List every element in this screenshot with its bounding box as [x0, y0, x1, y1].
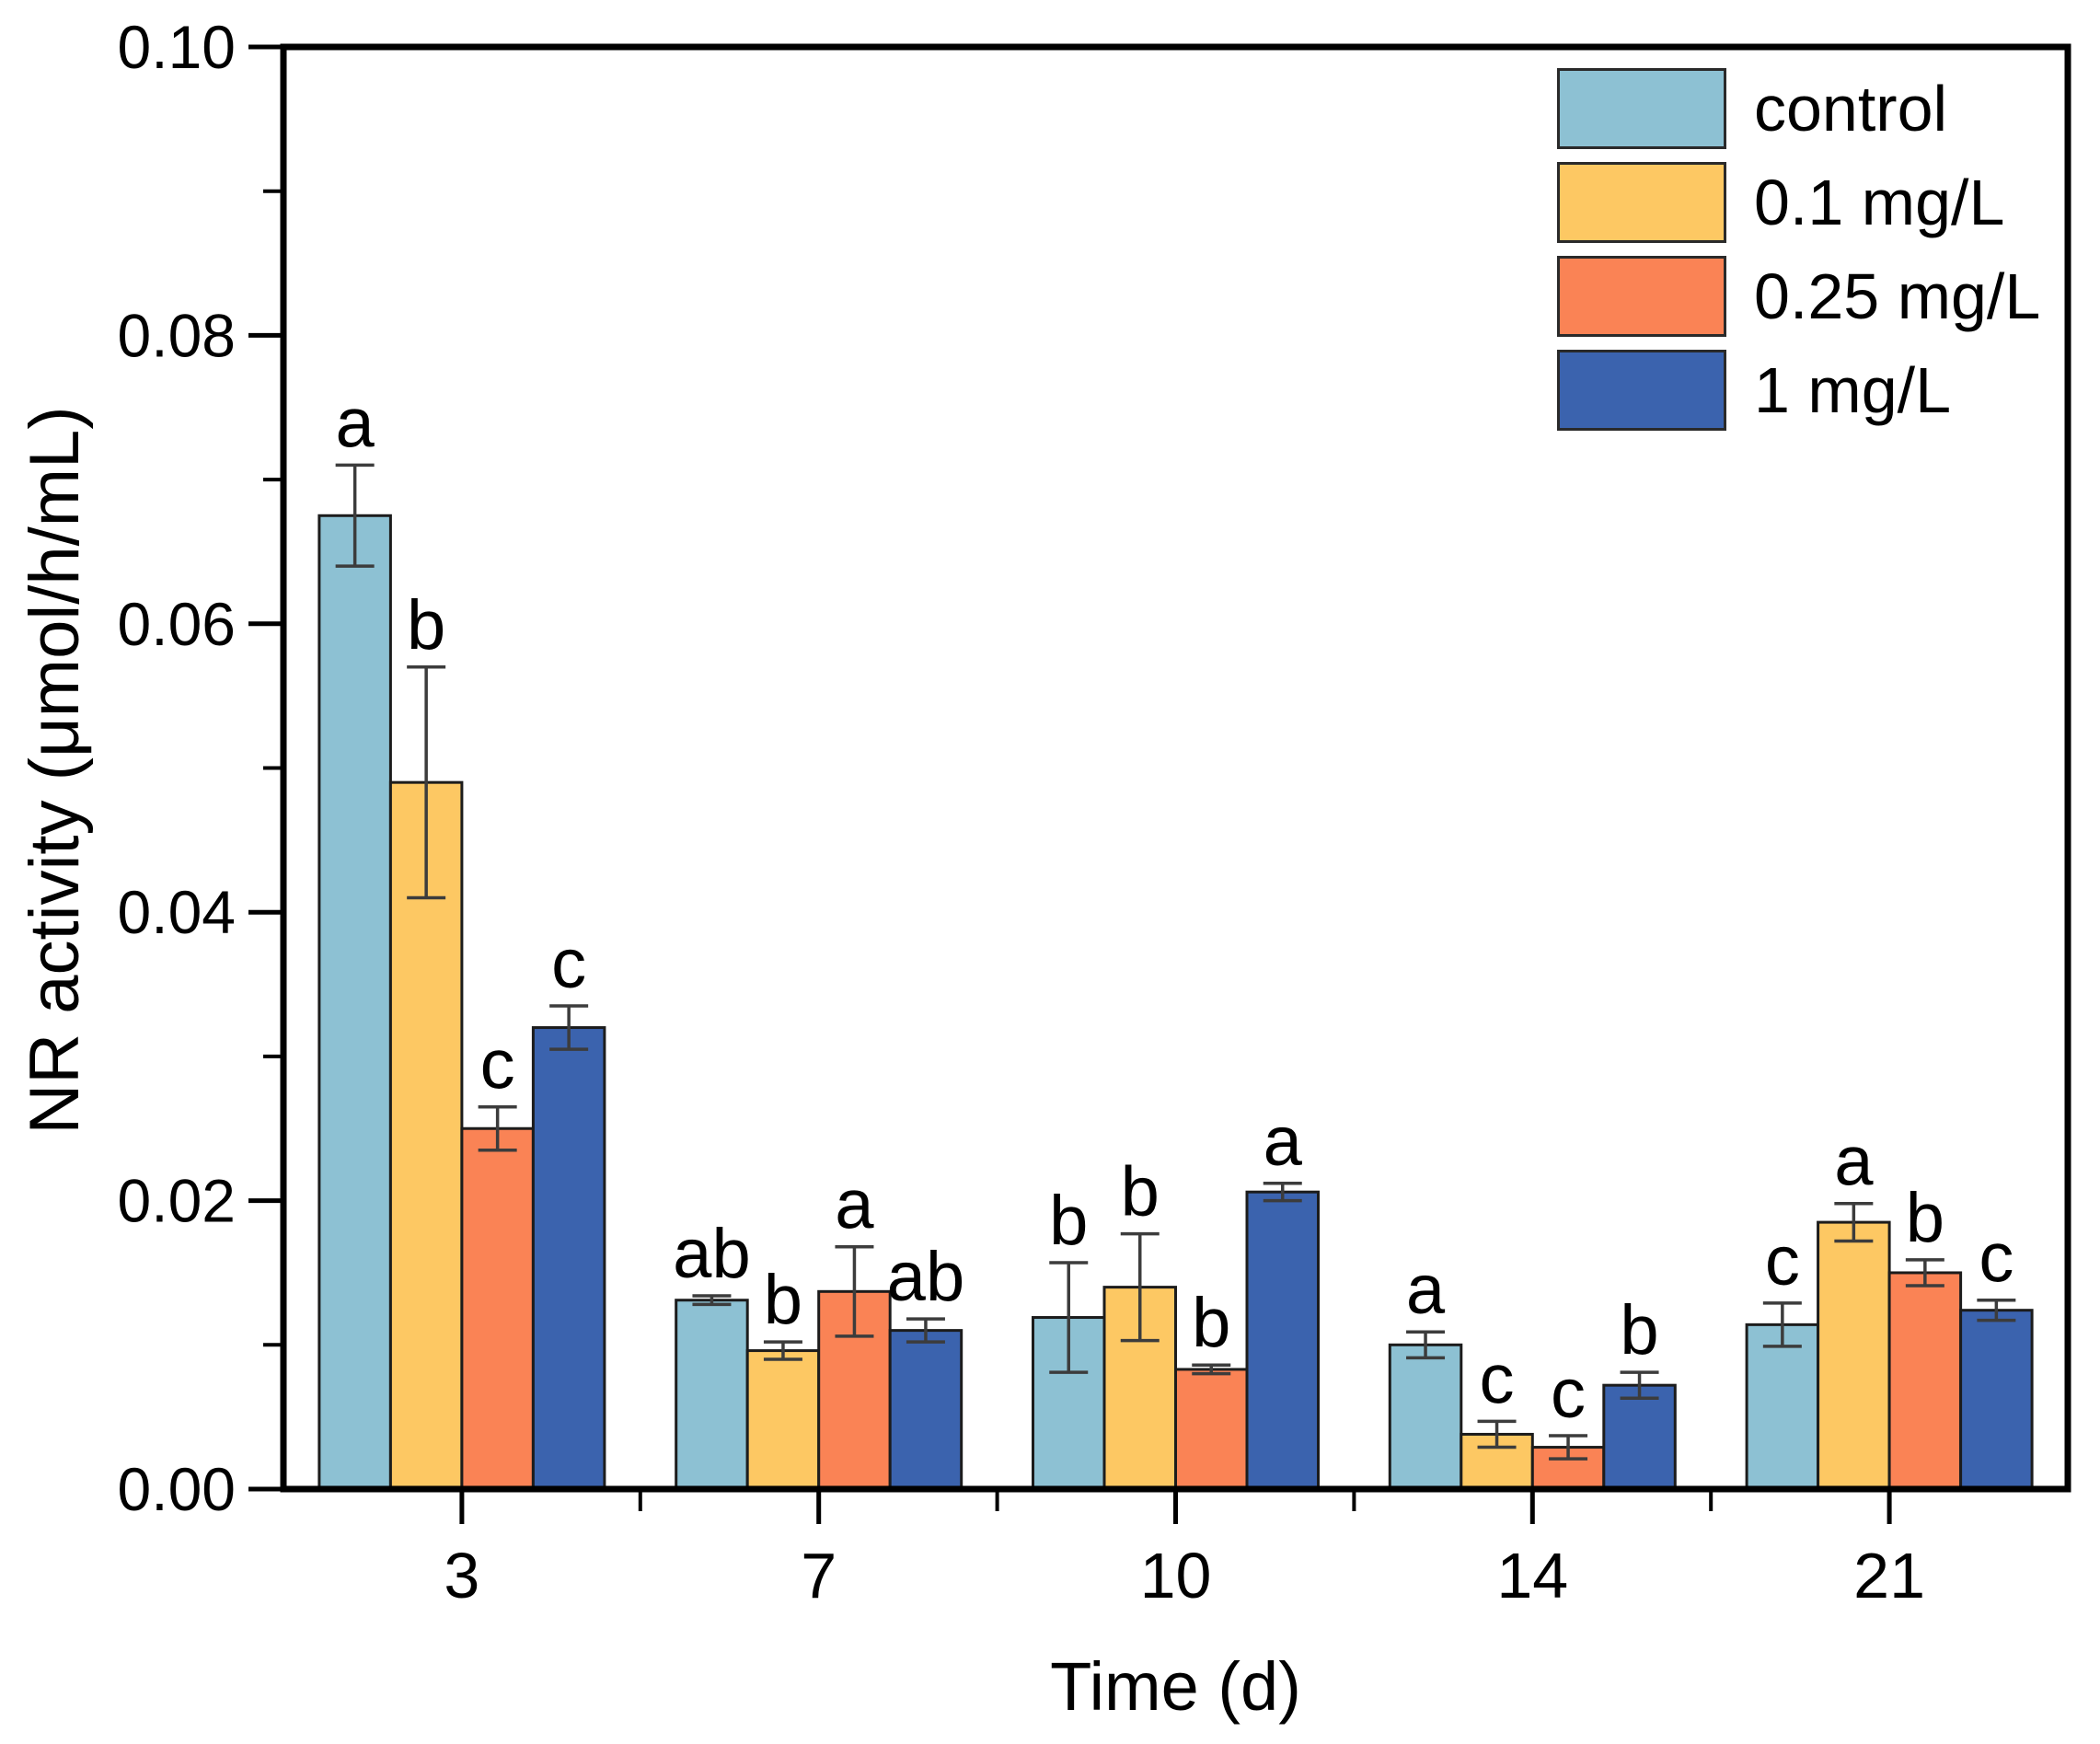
x-tick-label: 10	[1140, 1540, 1212, 1611]
sig-letter: c	[480, 1026, 515, 1104]
sig-letter: b	[1049, 1182, 1088, 1260]
x-tick-label: 21	[1853, 1540, 1925, 1611]
sig-letter: ab	[887, 1238, 965, 1316]
bar-control-day3	[317, 514, 392, 1491]
bar-1-mg-L-day10	[1245, 1190, 1320, 1491]
sig-letter: a	[835, 1166, 874, 1244]
sig-letter: a	[336, 384, 375, 462]
legend-swatch-0-1-mg-l	[1557, 162, 1726, 243]
bar-0-1-mg-L-day7	[745, 1349, 821, 1491]
legend-label-control: control	[1754, 73, 1948, 144]
bar-control-day21	[1745, 1322, 1820, 1491]
legend-label-0-1-mg-l: 0.1 mg/L	[1754, 167, 2005, 238]
legend-item-control: control	[1557, 66, 2040, 151]
bar-0-25-mg-L-day21	[1887, 1271, 1963, 1491]
sig-letter: c	[1480, 1340, 1515, 1418]
sig-letter: a	[1834, 1123, 1874, 1201]
y-tick-label: 0.00	[118, 1455, 236, 1523]
bar-0-25-mg-L-day10	[1174, 1368, 1249, 1491]
sig-letter: b	[1906, 1179, 1944, 1257]
sig-letter: b	[1192, 1284, 1230, 1362]
sig-letter: ab	[673, 1215, 751, 1293]
bar-0-1-mg-L-day21	[1817, 1220, 1891, 1491]
sig-letter: b	[1121, 1153, 1160, 1231]
bar-1-mg-L-day3	[531, 1026, 606, 1491]
bar-1-mg-L-day14	[1602, 1383, 1677, 1491]
sig-letter: c	[1979, 1219, 2013, 1298]
legend-item-0-25-mg-l: 0.25 mg/L	[1557, 254, 2040, 339]
legend-label-1-mg-l: 1 mg/L	[1754, 354, 1951, 426]
y-tick-label: 0.02	[118, 1167, 236, 1235]
sig-letter: c	[551, 925, 586, 1003]
sig-letter: b	[407, 586, 445, 664]
x-axis-title: Time (d)	[1050, 1648, 1301, 1725]
sig-letter: c	[1765, 1222, 1800, 1300]
y-tick-label: 0.08	[118, 301, 236, 369]
legend: control 0.1 mg/L 0.25 mg/L 1 mg/L	[1557, 66, 2040, 442]
bar-control-day14	[1388, 1343, 1463, 1491]
x-tick-label: 3	[444, 1540, 479, 1611]
legend-label-0-25-mg-l: 0.25 mg/L	[1754, 260, 2041, 332]
sig-letter: a	[1406, 1251, 1446, 1329]
legend-item-1-mg-l: 1 mg/L	[1557, 348, 2040, 433]
sig-letter: b	[1620, 1291, 1658, 1369]
legend-swatch-1-mg-l	[1557, 350, 1726, 431]
bar-0-1-mg-L-day3	[388, 780, 464, 1491]
legend-swatch-0-25-mg-l	[1557, 256, 1726, 337]
y-tick-label: 0.10	[118, 13, 236, 81]
bar-1-mg-L-day7	[888, 1329, 963, 1491]
x-tick-label: 7	[801, 1540, 837, 1611]
legend-item-0-1-mg-l: 0.1 mg/L	[1557, 160, 2040, 245]
legend-swatch-control	[1557, 68, 1726, 149]
bar-1-mg-L-day21	[1959, 1309, 2034, 1491]
bar-control-day7	[675, 1299, 749, 1491]
y-axis-title: NR activity (μmol/h/mL)	[16, 406, 94, 1135]
sig-letter: c	[1551, 1355, 1586, 1433]
bar-0-25-mg-L-day3	[460, 1126, 535, 1491]
y-tick-label: 0.04	[118, 878, 236, 946]
y-tick-label: 0.06	[118, 590, 236, 658]
plot-frame	[280, 43, 2071, 1493]
sig-letter: b	[764, 1261, 802, 1339]
sig-letter: a	[1263, 1103, 1303, 1181]
x-tick-label: 14	[1496, 1540, 1568, 1611]
